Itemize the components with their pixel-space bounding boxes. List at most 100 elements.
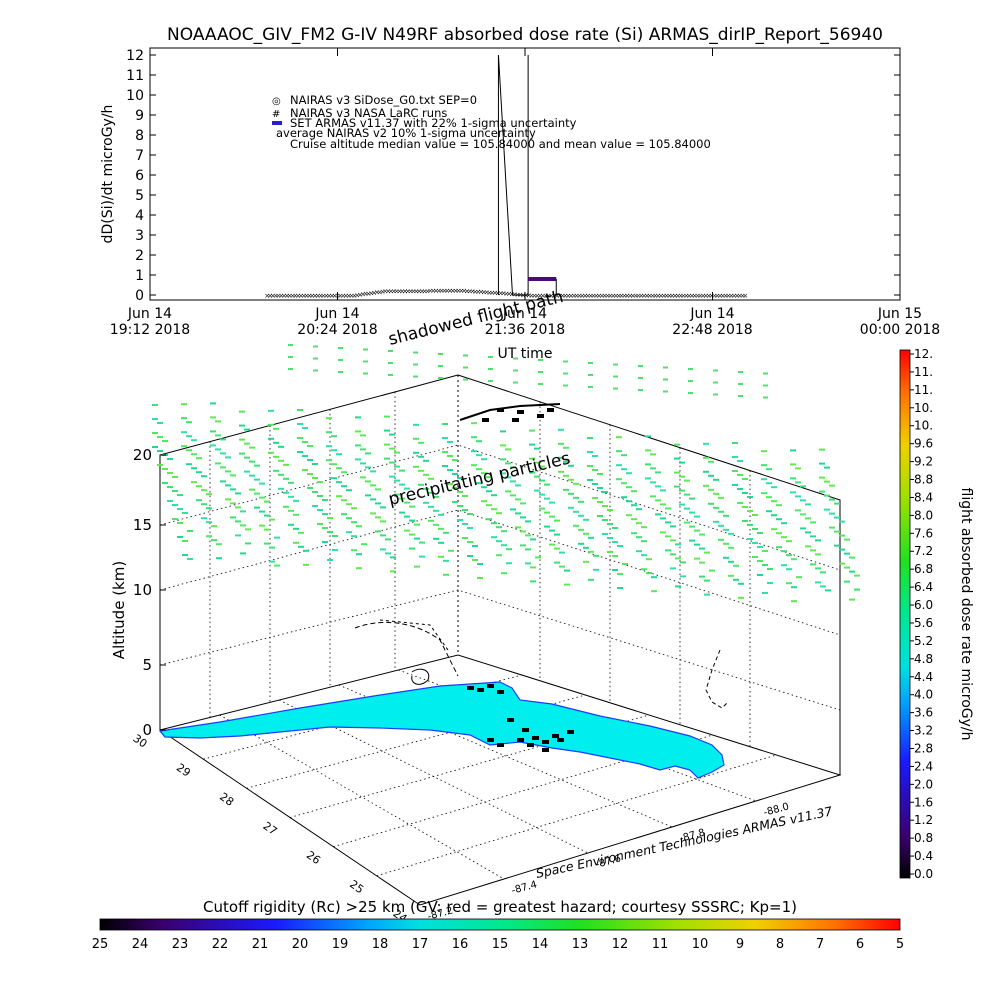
model-point: × — [396, 287, 402, 295]
dose-mark — [507, 718, 514, 722]
legend-entry-3: SET ARMAS v11.37 with 22% 1-sigma uncert… — [290, 116, 577, 130]
dose-rate-plot: dD(Si)/dt microGy/h UT time 012345678910… — [100, 47, 940, 362]
dose-mark — [532, 736, 539, 740]
model-point: × — [472, 288, 478, 296]
dose-tick-label: 0.4 — [914, 849, 933, 863]
rigidity-tick-label: 13 — [572, 937, 589, 952]
chart-title: NOAAAOC_GIV_FM2 G-IV N49RF absorbed dose… — [167, 25, 883, 45]
dose-tick-label: 5.2 — [914, 634, 933, 648]
rigidity-tick-label: 21 — [252, 937, 269, 952]
model-point: × — [354, 291, 360, 299]
model-point: × — [326, 292, 332, 300]
z-tick-label: 20 — [133, 446, 152, 464]
dose-tick-label: 4.8 — [914, 652, 933, 666]
dose-tick-label: 11. — [914, 365, 933, 379]
rigidity-tick-label: 22 — [212, 937, 229, 952]
plot-frame — [149, 47, 901, 301]
model-point: × — [394, 288, 400, 296]
x-axis-label: UT time — [498, 346, 553, 362]
model-point: × — [737, 292, 743, 300]
dose-colorbar-ticks: 12. 11. 11. 10. 10. 9.6 9.2 8.8 8.4 8.0 7.6 7.2 6.8 6… — [910, 347, 933, 881]
rigidity-tick-label: 19 — [332, 937, 349, 952]
dose-colorbar-gradient — [899, 349, 911, 879]
rigidity-tick-label: 25 — [92, 937, 109, 952]
rigidity-tick-label: 20 — [292, 937, 309, 952]
model-point: × — [374, 289, 380, 297]
model-point: × — [560, 292, 566, 300]
dose-tick-label: 8.0 — [914, 508, 933, 522]
model-point: × — [357, 291, 363, 299]
model-point: × — [422, 287, 428, 295]
model-point: × — [526, 292, 532, 300]
rigidity-tick-label: 8 — [776, 937, 784, 952]
y-tick-label: 4 — [135, 208, 144, 224]
model-point: × — [534, 292, 540, 300]
model-point: × — [281, 292, 287, 300]
rigidity-tick-label: 15 — [492, 937, 509, 952]
model-point: × — [405, 287, 411, 295]
model-point: × — [486, 289, 492, 297]
rigidity-tick-label: 12 — [612, 937, 629, 952]
model-point: × — [543, 292, 549, 300]
model-point: × — [481, 288, 487, 296]
model-point: × — [734, 292, 740, 300]
z-ticks: 0 5 10 15 20 — [133, 446, 166, 739]
rigidity-colorbar: Cutoff rigidity (Rc) >25 km (GV: red = g… — [92, 898, 904, 952]
model-point: × — [661, 292, 667, 300]
dose-tick-label: 7.2 — [914, 544, 933, 558]
model-point: × — [267, 292, 273, 300]
model-point: × — [650, 292, 656, 300]
dose-tick-label: 12. — [914, 347, 933, 361]
z-tick-label: 5 — [142, 656, 152, 674]
model-point: × — [678, 292, 684, 300]
dose-tick-label: 0.8 — [914, 831, 933, 845]
model-point: × — [585, 292, 591, 300]
dose-mark — [487, 738, 494, 742]
model-point: × — [574, 292, 580, 300]
model-point: × — [531, 292, 537, 300]
dose-mark — [527, 743, 534, 747]
model-point: × — [439, 287, 445, 295]
y-tick-label: 6 — [135, 168, 144, 184]
dose-mark — [517, 738, 524, 742]
lat-tick-label: 29 — [174, 761, 193, 780]
y-tick-label: 2 — [135, 248, 144, 264]
dose-mark — [467, 686, 474, 690]
dose-tick-label: 10. — [914, 401, 933, 415]
model-point: × — [717, 292, 723, 300]
model-point: × — [740, 292, 746, 300]
x-tick-time: 20:24 2018 — [297, 322, 377, 338]
model-point: × — [298, 292, 304, 300]
model-point: × — [562, 292, 568, 300]
dose-mark — [537, 414, 544, 418]
model-point: × — [323, 292, 329, 300]
model-point: × — [726, 292, 732, 300]
lon-tick-label: -87.4 — [510, 879, 538, 896]
legend-entry-2: NAIRAS v3 NASA LaRC runs — [290, 106, 447, 120]
dose-tick-label: 6.4 — [914, 580, 933, 594]
legend-entry-4: average NAIRAS v2 10% 1-sigma uncertaint… — [276, 126, 536, 140]
model-point: × — [413, 287, 419, 295]
lat-tick-label: 25 — [347, 878, 366, 897]
model-point: × — [714, 292, 720, 300]
rigidity-tick-label: 9 — [736, 937, 744, 952]
model-point: × — [489, 289, 495, 297]
dose-mark — [522, 728, 529, 732]
legend-symbol-1: ◎ — [272, 96, 281, 107]
rigidity-colorbar-ticks: 25 24 23 22 21 20 19 18 17 16 15 14 13 12 11 10 9 8 7 6 5 — [92, 937, 904, 952]
z-tick-label: 15 — [133, 516, 152, 534]
x-tick-day: Jun 14 — [127, 306, 172, 322]
back-wall-left — [159, 374, 459, 730]
model-point: × — [658, 292, 664, 300]
model-point: × — [593, 292, 599, 300]
model-point: × — [613, 292, 619, 300]
legend-symbol-3 — [272, 121, 282, 125]
model-point: × — [501, 290, 507, 298]
model-point: × — [509, 290, 515, 298]
rigidity-tick-label: 16 — [452, 937, 469, 952]
back-wall-right-top — [457, 374, 841, 775]
z-tick-label: 0 — [142, 721, 152, 739]
rigidity-colorbar-gradient — [99, 918, 901, 931]
model-point: × — [346, 292, 352, 300]
